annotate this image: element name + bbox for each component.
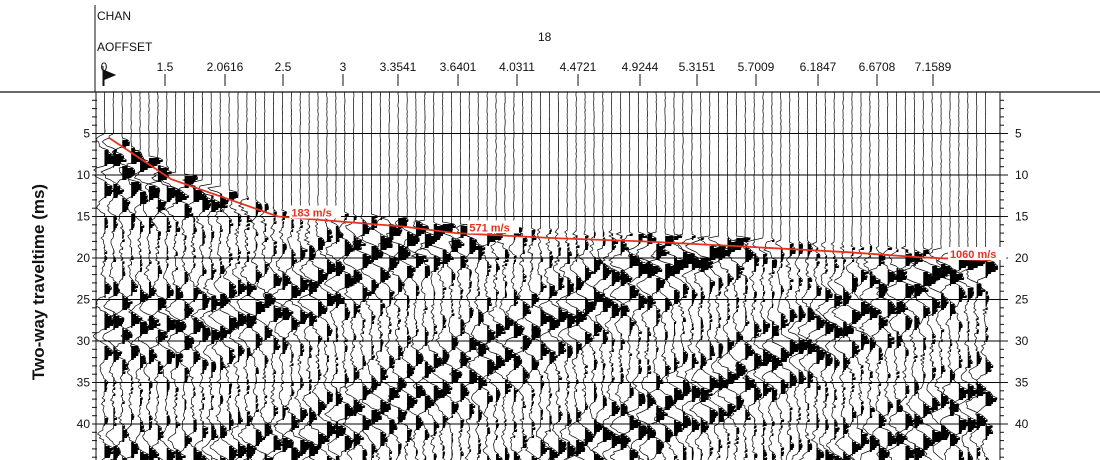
offset-tick-label: 6.1847	[800, 60, 837, 74]
y-tick-label-right: 15	[1015, 210, 1029, 224]
y-tick-label-right: 30	[1015, 334, 1029, 348]
time-axis: 5 5 10 10 15 15 20 20 25 25 30 30 35 35 40 40	[77, 92, 1029, 460]
y-tick-label-right: 25	[1015, 293, 1029, 307]
offset-tick-label: 3.6401	[440, 60, 477, 74]
chan-header-value: 18	[538, 30, 552, 44]
offset-tick-label: 6.6708	[859, 60, 896, 74]
y-tick-label-left: 40	[77, 417, 91, 431]
first-trace-flag-icon	[102, 66, 117, 86]
y-tick-label-left: 10	[77, 168, 91, 182]
y-tick-label-right: 40	[1015, 417, 1029, 431]
velocity-pick-line	[108, 136, 991, 262]
offset-tick-label: 4.4721	[560, 60, 597, 74]
offset-tick-label: 0	[101, 60, 108, 74]
velocity-label: 183 m/s	[291, 208, 331, 220]
offset-tick-label: 2.0616	[207, 60, 244, 74]
offset-tick-label: 5.7009	[738, 60, 775, 74]
offset-tick-label: 4.9244	[622, 60, 659, 74]
y-tick-label-left: 25	[77, 293, 91, 307]
velocity-label: 571 m/s	[469, 222, 509, 234]
offset-tick-label: 3.3541	[380, 60, 417, 74]
offset-tick-label: 3	[340, 60, 347, 74]
chan-header-label: CHAN	[97, 9, 132, 23]
y-tick-label-left: 20	[77, 251, 91, 265]
y-tick-label-right: 10	[1015, 168, 1029, 182]
y-tick-label-left: 35	[77, 376, 91, 390]
y-tick-label-left: 5	[83, 127, 90, 141]
velocity-label-bg	[289, 205, 341, 219]
y-tick-label-left: 30	[77, 334, 91, 348]
offset-header-label: AOFFSET	[97, 40, 153, 54]
offset-tick-label: 5.3151	[679, 60, 716, 74]
offset-tick-label: 2.5	[275, 60, 292, 74]
y-tick-label-right: 20	[1015, 251, 1029, 265]
offset-tick-label: 1.5	[157, 60, 174, 74]
y-axis-title: Two-way traveltime (ms)	[29, 184, 48, 380]
offset-tick-label: 4.0311	[499, 60, 535, 74]
y-tick-label-left: 15	[77, 210, 91, 224]
velocity-label: 1060 m/s	[950, 249, 996, 261]
velocity-label-bg	[467, 220, 519, 234]
offset-tick-label: 7.1589	[915, 60, 952, 74]
velocity-label-bg	[947, 247, 1007, 260]
seismic-traces	[92, 91, 999, 460]
y-tick-label-right: 5	[1015, 127, 1022, 141]
y-tick-label-right: 35	[1015, 376, 1029, 390]
